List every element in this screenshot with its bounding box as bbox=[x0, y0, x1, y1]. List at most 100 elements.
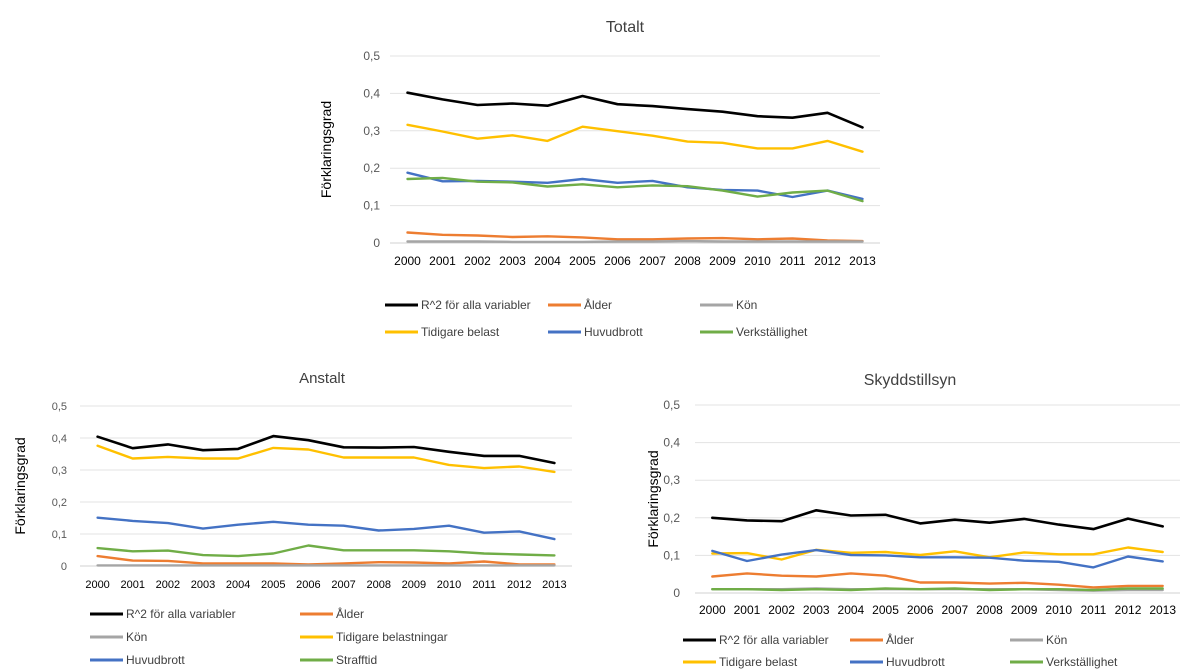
legend-label: R^2 för alla variabler bbox=[126, 607, 236, 621]
x-tick-label: 2010 bbox=[437, 579, 461, 591]
x-tick-label: 2000 bbox=[85, 579, 109, 591]
x-tick-label: 2006 bbox=[604, 254, 631, 268]
x-tick-label: 2007 bbox=[941, 603, 968, 617]
x-tick-label: 2011 bbox=[780, 254, 806, 268]
y-tick-label: 0,1 bbox=[663, 548, 680, 562]
x-tick-label: 2009 bbox=[709, 254, 736, 268]
legend-label: R^2 för alla variabler bbox=[421, 298, 531, 312]
y-tick-label: 0,2 bbox=[663, 511, 680, 525]
legend: R^2 för alla variabler Ålder Kön Tidigare b… bbox=[683, 632, 1118, 669]
x-tick-label: 2005 bbox=[261, 579, 285, 591]
legend: R^2 för alla variabler Ålder Kön Tidigare b… bbox=[385, 297, 808, 339]
y-tick-label: 0,3 bbox=[363, 124, 380, 138]
chart-title: Anstalt bbox=[299, 370, 346, 387]
legend-label: Ålder bbox=[886, 632, 914, 647]
x-tick-label: 2008 bbox=[674, 254, 701, 268]
x-tick-label: 2013 bbox=[542, 579, 566, 591]
series-line-ålder bbox=[406, 231, 864, 243]
legend-label: Tidigare belastningar bbox=[336, 630, 448, 644]
x-tick-label: 2008 bbox=[366, 579, 390, 591]
x-tick-label: 2005 bbox=[872, 603, 899, 617]
x-tick-label: 2002 bbox=[464, 254, 491, 268]
x-tick-label: 2011 bbox=[1080, 603, 1106, 617]
series-line-tidigare-belastningar bbox=[96, 444, 556, 474]
y-tick-label: 0,2 bbox=[52, 497, 67, 509]
y-tick-label: 0,3 bbox=[52, 465, 67, 477]
series-line-kön bbox=[406, 239, 864, 244]
legend-label: Huvudbrott bbox=[584, 325, 643, 339]
series-line-huvudbrott bbox=[711, 548, 1164, 569]
legend-label: Strafftid bbox=[336, 653, 377, 667]
x-tick-label: 2013 bbox=[1149, 603, 1176, 617]
series-line-ålder bbox=[96, 554, 556, 566]
y-axis-label: Förklaringsgrad bbox=[645, 450, 661, 547]
series-line-r-2-för-alla-variabler bbox=[96, 434, 556, 465]
x-tick-label: 2013 bbox=[849, 254, 876, 268]
legend-label: Huvudbrott bbox=[126, 653, 185, 667]
series-line-tidigare-belast bbox=[406, 123, 864, 153]
y-tick-label: 0,1 bbox=[52, 529, 67, 541]
chart-anstalt: Anstalt 0 0,1 0,2 0,3 0,4 0,5 Förklaringsgrad 20… bbox=[12, 370, 572, 667]
x-tick-label: 2001 bbox=[734, 603, 761, 617]
x-tick-label: 2012 bbox=[507, 579, 531, 591]
y-tick-label: 0,3 bbox=[663, 473, 680, 487]
x-tick-label: 2006 bbox=[296, 579, 320, 591]
y-tick-label: 0,5 bbox=[363, 49, 380, 63]
legend-label: Tidigare belast bbox=[421, 325, 500, 339]
x-tick-label: 2002 bbox=[768, 603, 795, 617]
y-tick-label: 0,4 bbox=[363, 86, 380, 100]
x-tick-label: 2004 bbox=[838, 603, 865, 617]
x-tick-label: 2002 bbox=[156, 579, 180, 591]
chart-totalt: Totalt 0 0,1 0,2 0,3 0,4 0,5 Förklaringsgrad 200… bbox=[318, 19, 880, 339]
series-line-r-2-för-alla-variabler bbox=[406, 91, 864, 129]
y-tick-label: 0,4 bbox=[52, 433, 67, 445]
series-line-verkställighet bbox=[711, 587, 1164, 592]
legend-label: Ålder bbox=[336, 606, 364, 621]
x-tick-label: 2007 bbox=[331, 579, 355, 591]
x-tick-label: 2006 bbox=[907, 603, 934, 617]
legend-label: Kön bbox=[126, 630, 147, 644]
x-tick-label: 2001 bbox=[429, 254, 456, 268]
x-tick-label: 2003 bbox=[803, 603, 830, 617]
x-tick-label: 2012 bbox=[814, 254, 841, 268]
series-line-ålder bbox=[711, 572, 1164, 589]
y-tick-label: 0,2 bbox=[363, 161, 380, 175]
legend-label: Tidigare belast bbox=[719, 655, 798, 669]
x-tick-label: 2000 bbox=[699, 603, 726, 617]
chart-skyddstillsyn: Skyddstillsyn 0 0,1 0,2 0,3 0,4 0,5 Förklarings… bbox=[645, 372, 1180, 669]
series-line-tidigare-belast bbox=[711, 546, 1164, 561]
y-tick-label: 0 bbox=[373, 236, 380, 250]
chart-title: Skyddstillsyn bbox=[864, 372, 956, 389]
legend-label: Verkställighet bbox=[1046, 655, 1118, 669]
x-tick-label: 2009 bbox=[402, 579, 426, 591]
x-tick-label: 2001 bbox=[120, 579, 144, 591]
legend-label: R^2 för alla variabler bbox=[719, 633, 829, 647]
series-line-strafftid bbox=[96, 544, 556, 558]
y-tick-label: 0 bbox=[61, 561, 67, 573]
y-axis-label: Förklaringsgrad bbox=[318, 101, 334, 198]
x-tick-label: 2012 bbox=[1115, 603, 1142, 617]
x-tick-label: 2004 bbox=[534, 254, 561, 268]
y-tick-label: 0,1 bbox=[363, 199, 380, 213]
x-tick-label: 2004 bbox=[226, 579, 250, 591]
legend: R^2 för alla variabler Ålder Kön Tidigare b… bbox=[90, 606, 448, 667]
x-tick-label: 2010 bbox=[744, 254, 771, 268]
x-tick-label: 2003 bbox=[191, 579, 215, 591]
x-tick-label: 2009 bbox=[1011, 603, 1038, 617]
y-axis-label: Förklaringsgrad bbox=[12, 437, 28, 534]
x-tick-label: 2008 bbox=[976, 603, 1003, 617]
legend-label: Kön bbox=[1046, 633, 1067, 647]
y-tick-label: 0,4 bbox=[663, 436, 680, 450]
x-tick-label: 2011 bbox=[472, 579, 496, 591]
x-tick-label: 2005 bbox=[569, 254, 596, 268]
series-line-verkställighet bbox=[406, 176, 864, 203]
series-line-huvudbrott bbox=[96, 516, 556, 541]
legend-label: Huvudbrott bbox=[886, 655, 945, 669]
x-tick-label: 2007 bbox=[639, 254, 666, 268]
chart-title: Totalt bbox=[606, 19, 645, 36]
series-line-r-2-för-alla-variabler bbox=[710, 508, 1164, 531]
x-tick-label: 2003 bbox=[499, 254, 526, 268]
x-tick-label: 2000 bbox=[394, 254, 421, 268]
y-tick-label: 0 bbox=[673, 586, 680, 600]
